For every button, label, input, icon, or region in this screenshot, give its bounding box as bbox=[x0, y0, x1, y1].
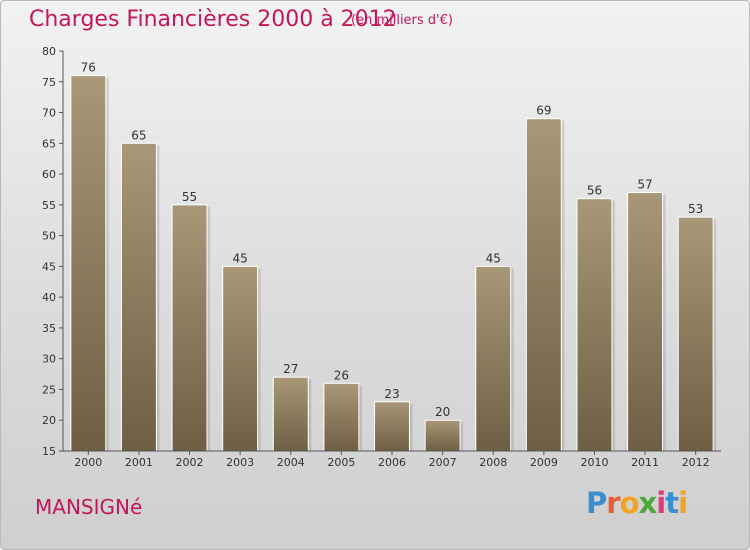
x-axis: 2000 2001 2002 2003 2004 2005 2006 2007 2008 2009… bbox=[63, 450, 721, 469]
bar bbox=[424, 419, 461, 452]
bar-value-label: 27 bbox=[283, 362, 298, 376]
bar-value-label: 65 bbox=[131, 128, 146, 142]
y-tick-label: 25 bbox=[42, 383, 56, 396]
y-tick-label: 75 bbox=[42, 76, 56, 89]
y-tick-label: 65 bbox=[42, 137, 56, 150]
bar bbox=[627, 192, 664, 452]
bar bbox=[120, 142, 157, 452]
bar-value-label: 55 bbox=[182, 190, 197, 204]
logo-letter: t bbox=[665, 486, 679, 520]
bar bbox=[677, 216, 714, 452]
logo-letter: P bbox=[586, 486, 607, 520]
bar bbox=[323, 382, 360, 452]
bar bbox=[70, 75, 107, 452]
proxiti-logo: Proxiti bbox=[586, 486, 688, 520]
x-tick-label: 2007 bbox=[429, 456, 457, 469]
bar-value-label: 23 bbox=[384, 387, 399, 401]
bar bbox=[525, 118, 562, 452]
y-tick-label: 35 bbox=[42, 322, 56, 335]
y-tick-label: 80 bbox=[42, 45, 56, 58]
bar-value-label: 53 bbox=[688, 202, 703, 216]
bar bbox=[272, 376, 309, 452]
logo-letter: r bbox=[606, 486, 620, 520]
logo-letter: i bbox=[678, 486, 688, 520]
x-tick-label: 2010 bbox=[580, 456, 608, 469]
y-tick-label: 40 bbox=[42, 291, 56, 304]
y-tick-label: 55 bbox=[42, 199, 56, 212]
x-tick-label: 2006 bbox=[378, 456, 406, 469]
bar-value-label: 45 bbox=[233, 251, 248, 265]
x-tick-label: 2005 bbox=[327, 456, 355, 469]
logo-letter: x bbox=[638, 486, 658, 520]
y-tick-label: 20 bbox=[42, 414, 56, 427]
bar bbox=[576, 198, 613, 452]
x-tick-label: 2012 bbox=[682, 456, 710, 469]
bar-value-label: 56 bbox=[587, 184, 602, 198]
bar-value-label: 26 bbox=[334, 368, 349, 382]
bar bbox=[171, 204, 208, 452]
chart-subtitle: (en milliers d'€) bbox=[351, 13, 453, 28]
bar bbox=[222, 265, 259, 452]
bar bbox=[374, 401, 410, 452]
x-tick-label: 2008 bbox=[479, 456, 507, 469]
chart-title: Charges Financières 2000 à 2012 bbox=[29, 7, 397, 32]
x-tick-label: 2002 bbox=[176, 456, 204, 469]
x-tick-label: 2000 bbox=[74, 456, 102, 469]
y-tick-label: 70 bbox=[42, 107, 56, 120]
y-tick-label: 45 bbox=[42, 260, 56, 273]
x-tick-label: 2003 bbox=[226, 456, 254, 469]
x-tick-label: 2011 bbox=[631, 456, 659, 469]
y-axis: 15 20 25 30 35 40 45 50 55 60 65 70 75 80 bbox=[42, 45, 64, 458]
bar-value-label: 20 bbox=[435, 405, 450, 419]
y-tick-label: 15 bbox=[42, 445, 56, 458]
y-tick-label: 50 bbox=[42, 230, 56, 243]
bar bbox=[475, 265, 512, 452]
logo-letter: o bbox=[619, 486, 640, 520]
commune-name: MANSIGNé bbox=[35, 495, 143, 519]
bar-value-label: 45 bbox=[486, 251, 501, 265]
logo-letter: i bbox=[656, 486, 666, 520]
bar-value-label: 57 bbox=[637, 178, 652, 192]
x-tick-label: 2001 bbox=[125, 456, 153, 469]
bar-value-label: 76 bbox=[81, 61, 96, 75]
bar-value-label: 69 bbox=[536, 104, 551, 118]
y-tick-label: 60 bbox=[42, 168, 56, 181]
x-tick-label: 2009 bbox=[530, 456, 558, 469]
x-tick-label: 2004 bbox=[277, 456, 305, 469]
y-tick-label: 30 bbox=[42, 353, 56, 366]
bars: 76 65 55 45 27 26 23 20 45 69 56 57 53 bbox=[70, 61, 717, 452]
